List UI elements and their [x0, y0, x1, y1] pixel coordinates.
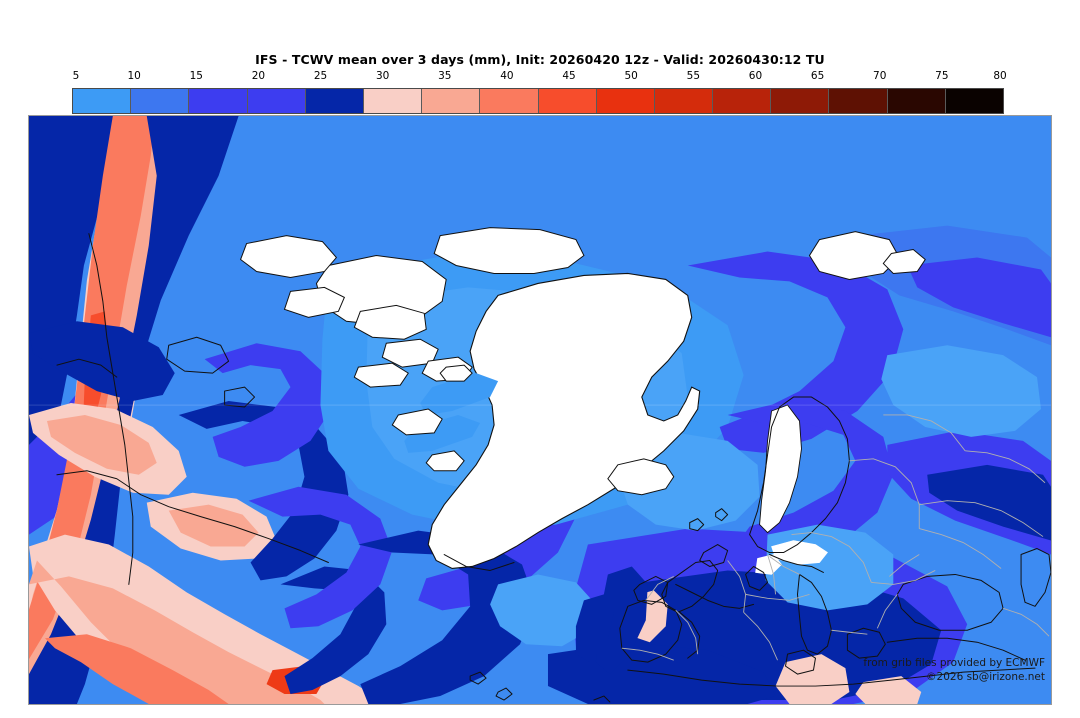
colorbar-segment-65[interactable]: [771, 89, 830, 113]
colorbar-tick-20: 20: [251, 70, 266, 82]
colorbar-segment-60[interactable]: [713, 89, 772, 113]
landmass-svalbard2: [882, 249, 926, 274]
colorbar-tick-55: 55: [686, 70, 701, 82]
landmass-svalbard: [808, 231, 900, 280]
field-violet-eastgreenland: [687, 251, 904, 453]
field-navy-sep3: [29, 321, 175, 402]
field-navy-uknw: [575, 594, 614, 663]
field-lightblue-pocket1: [490, 574, 596, 647]
field-pink-africa1: [775, 654, 850, 704]
coastlines: [56, 233, 1051, 703]
country-borders: [621, 414, 1050, 661]
landmass-arctic-isle8: [425, 450, 465, 472]
landmass-iceland: [607, 458, 675, 496]
landmass-arctic-isle6: [353, 362, 409, 388]
colorbar-segment-40[interactable]: [480, 89, 539, 113]
colorbar-tick-60: 60: [748, 70, 763, 82]
colorbar-segment-50[interactable]: [596, 89, 655, 113]
colorbar-tick-25: 25: [313, 70, 328, 82]
colorbar-segment-75[interactable]: [887, 89, 946, 113]
field-navy-sep1: [178, 401, 349, 581]
colorbar-tick-40: 40: [500, 70, 514, 82]
colorbar-segment-20[interactable]: [247, 89, 306, 113]
page-title: IFS - TCWV mean over 3 days (mm), Init: …: [255, 52, 825, 67]
inlet-greenland-1: [420, 373, 499, 415]
colorbar-segment-25[interactable]: [305, 89, 364, 113]
colorbar-segments[interactable]: [72, 88, 1004, 114]
field-navy-southcentral: [358, 530, 537, 704]
landmass-arctic-isle7: [391, 408, 443, 436]
colorbar-tick-5: 5: [72, 70, 80, 82]
colorbar-tick-labels: 5 10 15 20 25 30 35 40 45 50 55 60 65 70 75 80: [72, 70, 1007, 84]
colorbar-tick-35: 35: [438, 70, 452, 82]
field-pink-africa2: [855, 676, 922, 704]
field-band-navy-nw: [29, 116, 149, 455]
inlet-greenland-2: [404, 414, 481, 453]
colorbar-segment-80[interactable]: [945, 89, 1003, 113]
colorbar-segment-55[interactable]: [654, 89, 714, 113]
landmass-arctic-isle2: [353, 304, 427, 340]
colorbar-tick-70: 70: [873, 70, 887, 82]
landmass-arctic-isle1: [239, 235, 338, 278]
landmass-arctic-isle3: [283, 286, 346, 318]
field-violet-ne: [907, 257, 1051, 338]
map-panel[interactable]: from grib files provided by ECMWF ©2026 …: [28, 115, 1052, 705]
colorbar-tick-15: 15: [189, 70, 203, 82]
landmass-ellesmere: [433, 227, 585, 274]
field-patch-salmon-mid: [46, 414, 157, 475]
field-navy-east: [927, 464, 1051, 541]
field-patch-salmon-mid2: [168, 504, 259, 547]
colorbar-segment-70[interactable]: [829, 89, 888, 113]
colorbar-tick-50: 50: [624, 70, 638, 82]
colorbar-segment-5[interactable]: [73, 89, 132, 113]
colorbar-segment-35[interactable]: [422, 89, 481, 113]
field-lightblue-pocket4: [881, 345, 1042, 437]
colorbar-tick-45: 45: [562, 70, 576, 82]
field-violet-swirl1: [204, 343, 331, 467]
landmass-arctic-isle9: [439, 364, 473, 382]
colorbar-segment-30[interactable]: [363, 89, 423, 113]
colorbar-tick-65: 65: [810, 70, 825, 82]
colorbar-segment-45[interactable]: [538, 89, 597, 113]
landmass-alps: [771, 540, 828, 565]
colorbar-tick-80: 80: [993, 70, 1007, 82]
landmass-greenland: [427, 272, 701, 570]
colorbar-tick-75: 75: [935, 70, 949, 82]
field-river-salmon: [29, 560, 325, 704]
field-violet-swirl2: [248, 486, 393, 629]
field-river-orange: [44, 634, 229, 704]
colorbar-segment-10[interactable]: [131, 89, 190, 113]
colorbar-tick-10: 10: [127, 70, 141, 82]
colorbar-tick-30: 30: [375, 70, 390, 82]
colorbar[interactable]: [72, 88, 1004, 114]
colorbar-segment-15[interactable]: [189, 89, 248, 113]
map-field: [29, 116, 1051, 704]
